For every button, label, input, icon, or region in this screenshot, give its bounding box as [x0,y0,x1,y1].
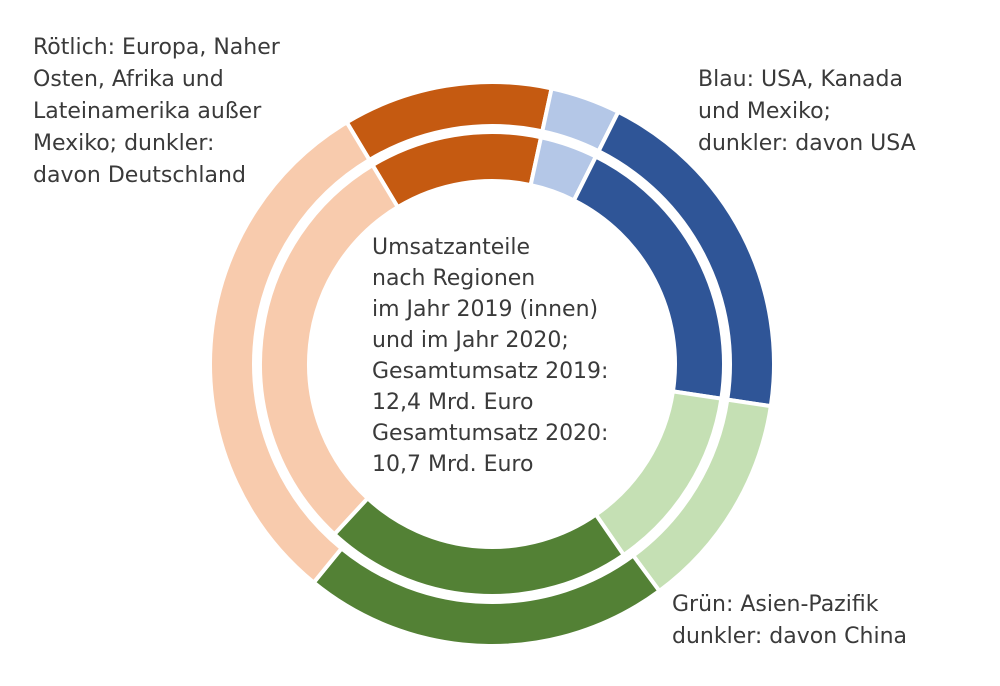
annotation: davon Deutschland [33,163,246,188]
donut-segment [208,119,373,586]
center-text: Gesamtumsatz 2019: [372,359,608,384]
annotation: Rötlich: Europa, Naher [33,35,281,60]
annotation: dunkler: davon USA [698,131,916,156]
annotation: Mexiko; dunkler: [33,131,214,156]
annotation: Blau: USA, Kanada [698,67,903,92]
annotation: Lateinamerika außer [33,99,262,124]
center-text: Gesamtumsatz 2020: [372,421,608,446]
center-text: Umsatzanteile [372,235,530,260]
center-text: 12,4 Mrd. Euro [372,390,533,415]
center-text: nach Regionen [372,266,535,291]
annotation: dunkler: davon China [672,624,907,649]
annotation: und Mexiko; [698,99,831,124]
center-text: und im Jahr 2020; [372,328,569,353]
annotation: Osten, Afrika und [33,67,224,92]
donut-segment [258,162,401,538]
annotation: Grün: Asien-Pazifik [672,592,879,617]
center-text: im Jahr 2019 (innen) [372,297,598,322]
center-text: 10,7 Mrd. Euro [372,452,533,477]
